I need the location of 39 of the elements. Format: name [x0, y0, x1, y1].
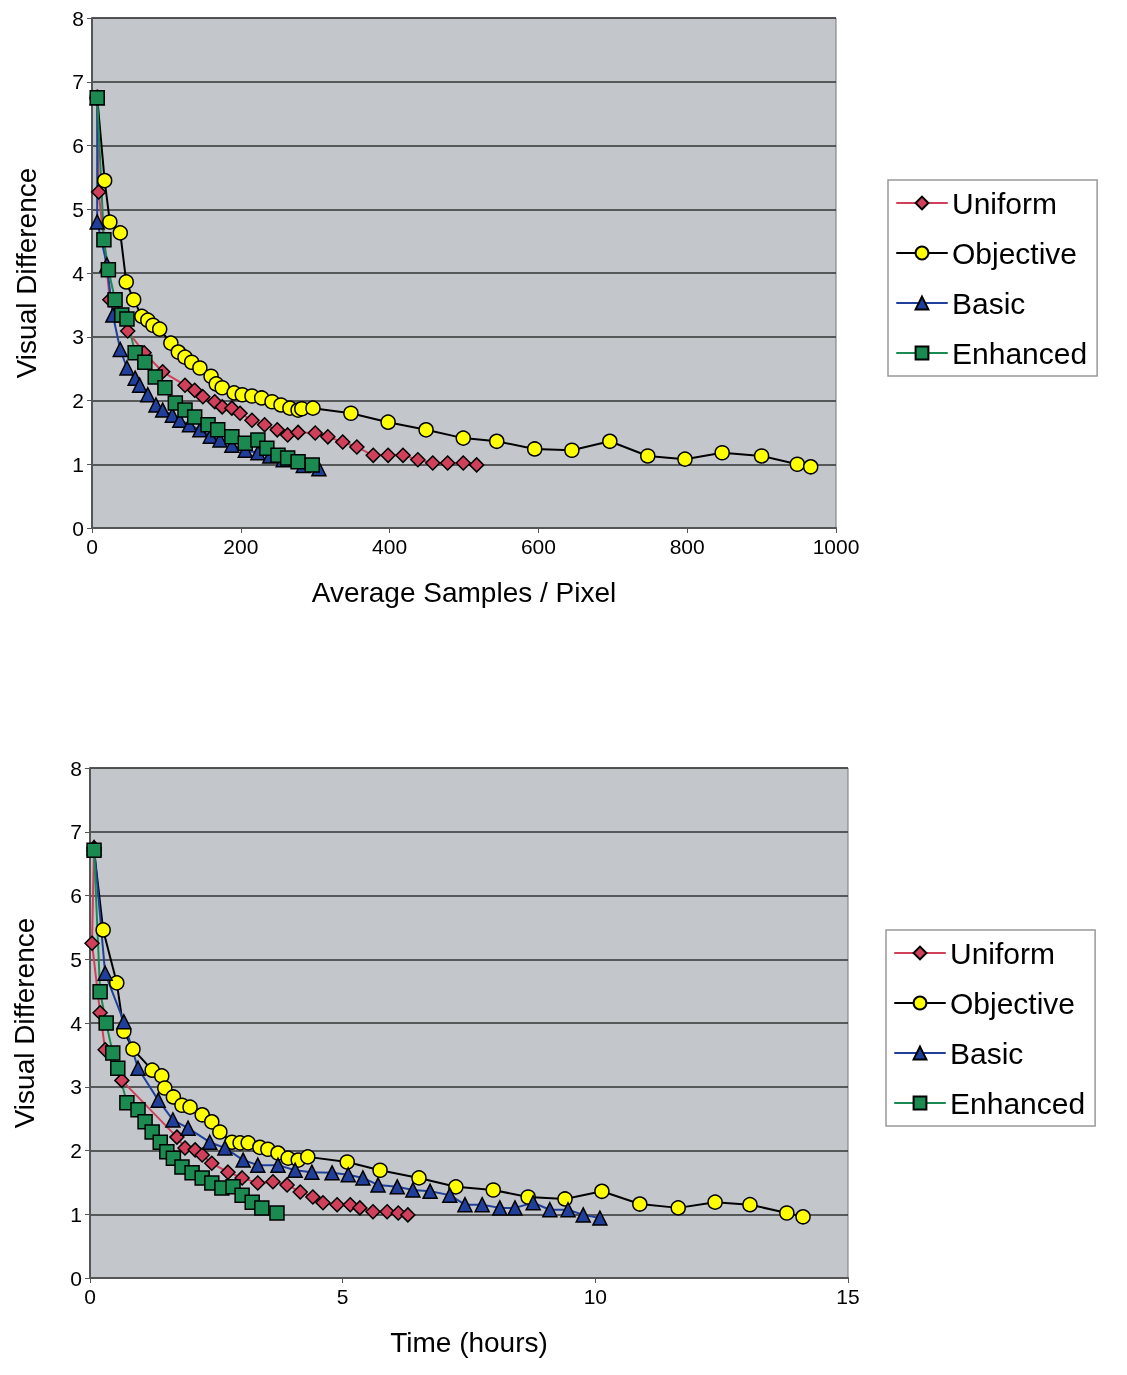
legend-label: Objective [952, 236, 1078, 270]
legend-label: Basic [952, 286, 1026, 320]
y-tick-label: 4 [70, 1011, 83, 1035]
y-tick-label: 8 [70, 756, 82, 780]
x-axis-title: Average Samples / Pixel [311, 576, 617, 608]
legend-label: Basic [950, 1036, 1024, 1070]
x-tick-label: 200 [223, 535, 259, 558]
y-tick-label: 1 [70, 1202, 82, 1226]
y-tick-label: 7 [70, 820, 82, 844]
x-tick-label: 5 [336, 1285, 349, 1308]
x-axis-title: Time (hours) [390, 1326, 548, 1358]
y-tick-label: 0 [72, 516, 84, 540]
y-tick-label: 3 [70, 1075, 82, 1099]
x-tick-label: 15 [836, 1285, 860, 1308]
x-tick-label: 0 [86, 535, 98, 558]
y-tick-label: 2 [72, 389, 84, 412]
y-tick-label: 5 [70, 947, 82, 971]
x-tick-label: 1000 [812, 535, 860, 558]
legend-label: Uniform [952, 186, 1058, 220]
y-tick-label: 2 [70, 1139, 82, 1162]
y-tick-label: 4 [72, 261, 85, 285]
legend-label: Objective [950, 986, 1076, 1020]
x-tick-label: 10 [583, 1285, 608, 1308]
y-tick-label: 6 [70, 884, 82, 907]
legend-label: Uniform [950, 936, 1056, 970]
legend-label: Enhanced [950, 1086, 1086, 1120]
y-tick-label: 8 [72, 6, 84, 30]
y-tick-label: 7 [72, 70, 84, 94]
y-tick-label: 5 [72, 197, 84, 221]
y-tick-label: 6 [72, 134, 84, 157]
y-axis-title: Visual Difference [8, 917, 40, 1129]
legend-label: Enhanced [952, 336, 1088, 370]
y-tick-label: 1 [72, 452, 84, 476]
y-tick-label: 3 [72, 325, 84, 349]
y-axis-title: Visual Difference [10, 167, 42, 379]
y-tick-label: 0 [70, 1266, 82, 1290]
x-tick-label: 600 [520, 535, 556, 558]
x-tick-label: 400 [372, 535, 408, 558]
x-tick-label: 800 [669, 535, 705, 558]
